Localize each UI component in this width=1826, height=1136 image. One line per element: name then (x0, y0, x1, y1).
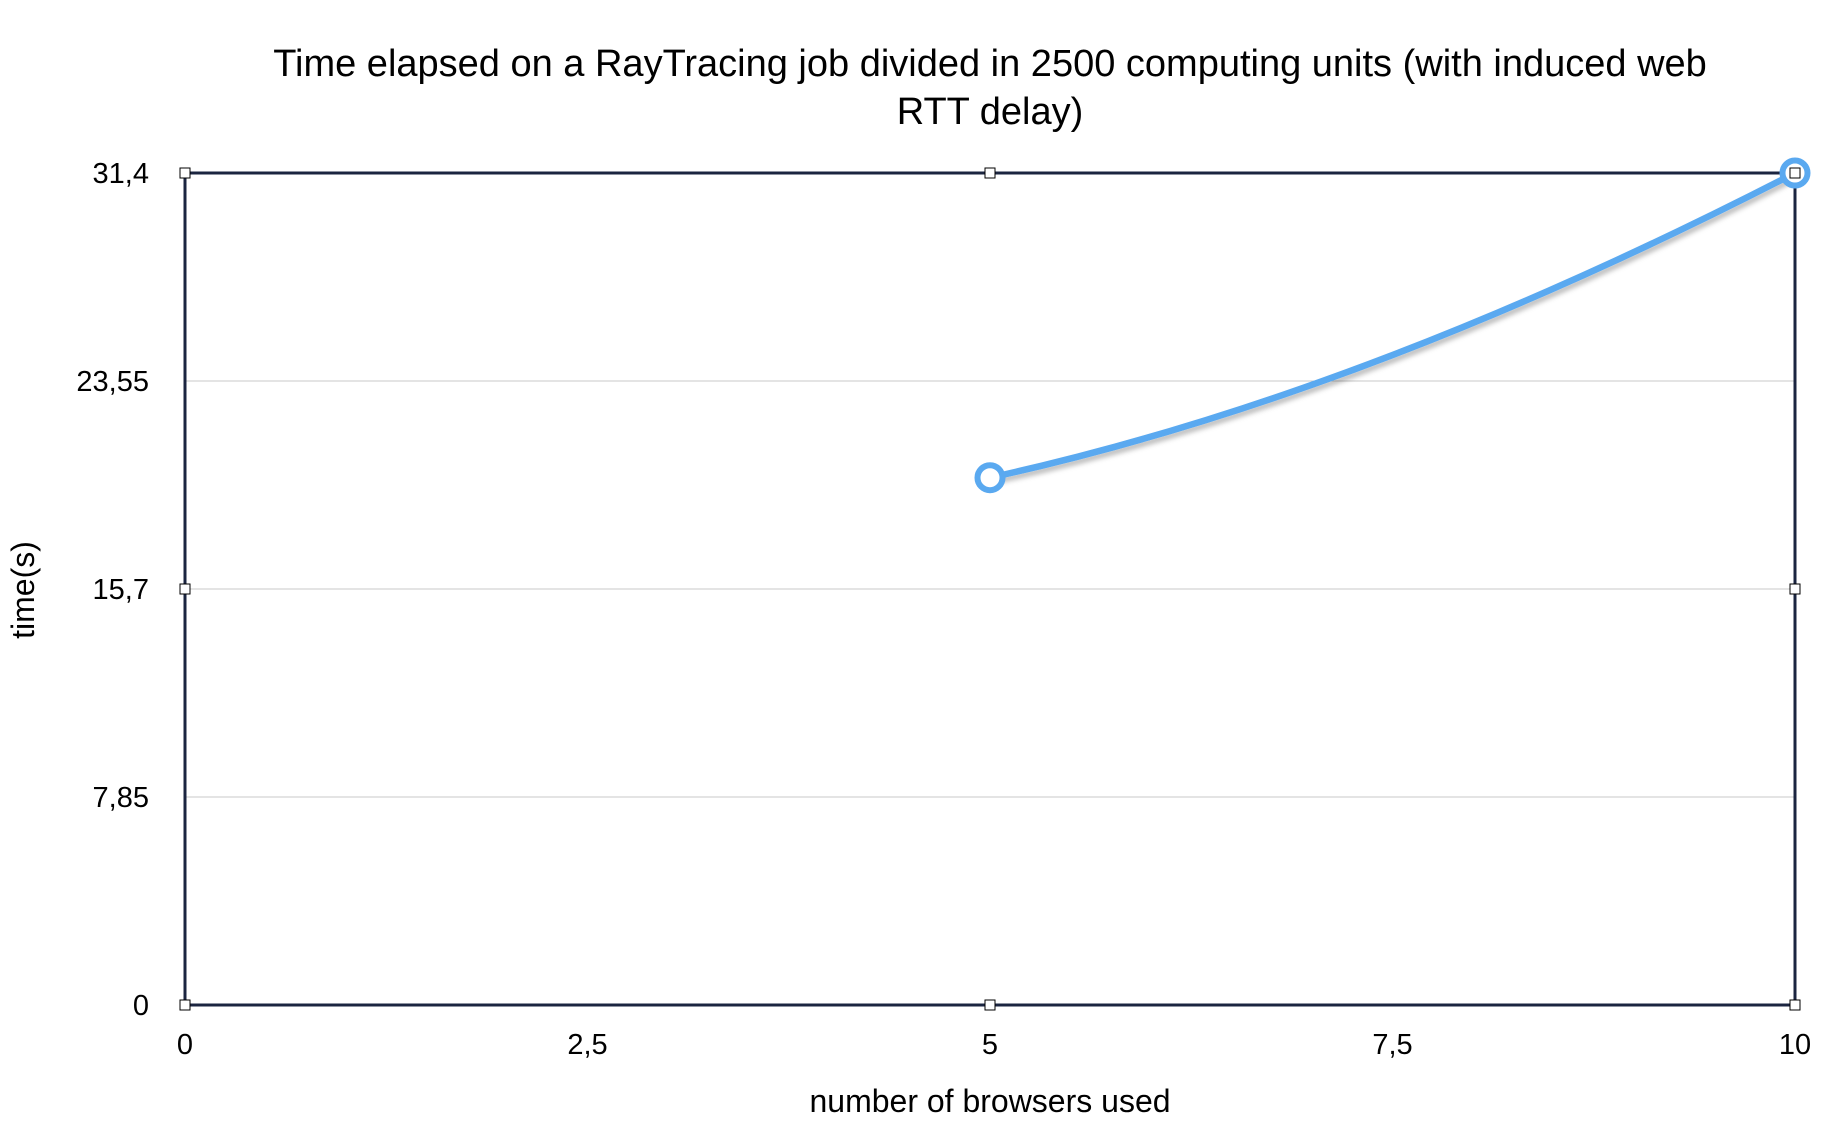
selection-handle[interactable] (179, 583, 191, 595)
selection-handles (179, 167, 1801, 1011)
data-point-marker (974, 462, 1006, 494)
gridlines (185, 380, 1795, 798)
selection-handle[interactable] (1789, 999, 1801, 1011)
y-tick-label: 7,85 (93, 782, 149, 814)
selection-handle[interactable] (179, 167, 191, 179)
x-axis-tick-labels: 0 2,5 5 7,5 10 (177, 1029, 1811, 1061)
y-tick-label: 0 (133, 990, 149, 1022)
series-line (986, 169, 1799, 481)
y-tick-label: 23,55 (76, 366, 149, 398)
selection-handle[interactable] (1789, 167, 1801, 179)
x-tick-label: 2,5 (567, 1029, 607, 1061)
y-axis-title: time(s) (5, 541, 41, 639)
x-axis-title: number of browsers used (809, 1083, 1170, 1119)
selection-handle[interactable] (984, 999, 996, 1011)
chart-title-line-2: RTT delay) (897, 91, 1084, 133)
selection-handle[interactable] (1789, 583, 1801, 595)
x-tick-label: 5 (982, 1029, 998, 1061)
y-tick-label: 15,7 (93, 574, 149, 606)
x-tick-label: 10 (1779, 1029, 1811, 1061)
selection-handle[interactable] (179, 999, 191, 1011)
series-layer (974, 157, 1811, 494)
y-axis-tick-labels: 0 7,85 15,7 23,55 31,4 (76, 158, 149, 1022)
chart-title-line-1: Time elapsed on a RayTracing job divided… (273, 43, 1707, 85)
x-tick-label: 7,5 (1372, 1029, 1412, 1061)
selection-handle[interactable] (984, 167, 996, 179)
x-tick-label: 0 (177, 1029, 193, 1061)
y-tick-label: 31,4 (93, 158, 149, 190)
